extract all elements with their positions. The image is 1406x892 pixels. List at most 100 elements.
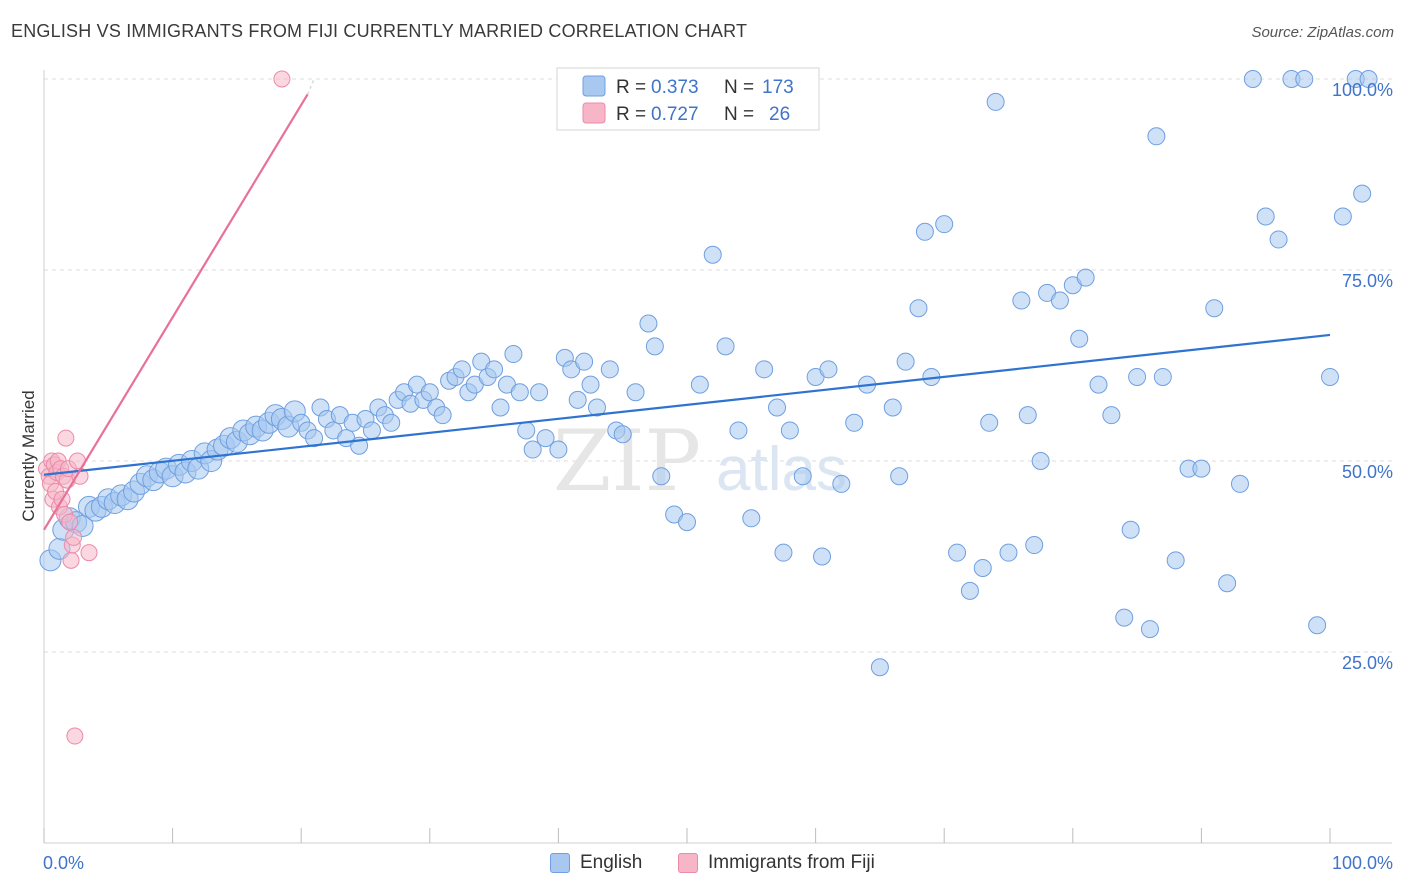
data-point-english — [960, 581, 979, 600]
data-point-fiji — [66, 727, 84, 745]
data-point-english — [1230, 474, 1249, 493]
data-point-english — [774, 543, 793, 562]
data-point-fiji — [61, 513, 79, 531]
legend-swatch-fiji — [582, 102, 606, 124]
data-point-english — [980, 413, 999, 432]
data-point-english — [1333, 207, 1352, 226]
data-point-english — [1031, 452, 1050, 470]
stat-r-value-fiji: 0.727 — [651, 104, 699, 125]
data-point-fiji — [57, 429, 75, 447]
data-point-english — [813, 547, 832, 566]
data-point-english — [896, 352, 915, 371]
data-point-english — [452, 360, 471, 379]
stat-n-value-english: 173 — [762, 77, 794, 98]
data-point-english — [530, 383, 549, 402]
data-point-english — [986, 92, 1005, 111]
data-point-english — [1243, 70, 1262, 88]
data-point-fiji — [62, 551, 80, 569]
data-point-english — [587, 398, 606, 417]
data-point-english — [1218, 574, 1237, 593]
data-point-english — [420, 383, 439, 402]
stats-legend: R = 0.373 N = 173 R = 0.727 N = 26 — [556, 67, 820, 131]
legend-swatch-fiji-bottom — [678, 853, 698, 873]
data-point-english — [1147, 127, 1166, 146]
data-point-english — [1128, 367, 1147, 386]
data-point-english — [1076, 268, 1095, 287]
data-point-english — [1140, 620, 1159, 639]
legend-label-fiji: Immigrants from Fiji — [708, 852, 875, 873]
data-point-english — [755, 360, 774, 379]
fiji-points — [38, 70, 291, 745]
data-point-english — [613, 425, 632, 444]
axes — [43, 70, 1392, 844]
data-point-english — [362, 421, 381, 440]
data-point-english — [729, 421, 748, 440]
chart-title: ENGLISH VS IMMIGRANTS FROM FIJI CURRENTL… — [11, 21, 748, 41]
data-point-english — [1295, 70, 1314, 88]
source-credit: Source: ZipAtlas.com — [1251, 24, 1394, 41]
data-point-english — [845, 413, 864, 432]
data-point-english — [793, 467, 812, 486]
data-point-english — [1025, 536, 1044, 555]
data-point-english — [305, 429, 324, 448]
data-point-english — [1321, 367, 1339, 386]
trend-line-fiji — [43, 93, 309, 531]
watermark-atlas: atlas — [716, 435, 847, 504]
data-point-english — [890, 467, 909, 486]
data-point-english — [999, 543, 1018, 562]
data-point-english — [1089, 375, 1108, 394]
data-point-fiji — [80, 544, 98, 562]
data-point-english — [1115, 608, 1134, 627]
data-point-english — [626, 383, 645, 402]
data-point-english — [600, 360, 619, 379]
data-point-english — [780, 421, 799, 440]
stat-r-value-english: 0.373 — [651, 77, 699, 98]
data-point-fiji — [273, 70, 291, 88]
data-point-english — [690, 375, 709, 394]
data-point-english — [568, 390, 587, 409]
data-point-english — [1192, 459, 1211, 478]
data-point-english — [1166, 551, 1185, 570]
y-tick-label-25: 25.0% — [1342, 653, 1393, 673]
data-point-english — [575, 352, 594, 371]
data-point-english — [832, 474, 851, 493]
trend-line-english — [43, 333, 1331, 476]
tick-labels: 25.0% 50.0% 75.0% 100.0% 0.0% 100.0% — [43, 80, 1393, 873]
legend-item-english[interactable]: English — [550, 852, 642, 874]
legend-swatch-english — [582, 75, 606, 97]
data-point-english — [491, 398, 510, 417]
data-point-english — [1353, 184, 1372, 203]
stat-n-label-english: N = — [724, 77, 754, 98]
series-legend: English Immigrants from Fiji — [0, 850, 1406, 880]
legend-item-fiji[interactable]: Immigrants from Fiji — [678, 852, 875, 874]
data-point-english — [703, 245, 722, 264]
data-point-english — [639, 314, 658, 333]
stat-r-label-english: R = — [616, 77, 646, 98]
data-point-english — [768, 398, 787, 417]
data-point-english — [1012, 291, 1031, 310]
data-point-english — [1359, 70, 1378, 88]
legend-label-english: English — [580, 852, 643, 873]
data-point-english — [883, 398, 902, 417]
data-point-english — [973, 558, 992, 577]
stat-n-label-fiji: N = — [724, 104, 754, 125]
data-point-english — [716, 337, 735, 356]
data-point-english — [549, 440, 568, 459]
data-point-english — [652, 467, 671, 486]
data-point-english — [742, 509, 761, 528]
y-tick-label-50: 50.0% — [1342, 462, 1393, 482]
data-point-english — [1153, 367, 1172, 386]
data-point-english — [1256, 207, 1275, 226]
trend-lines — [43, 78, 1331, 531]
data-point-english — [517, 421, 536, 440]
data-point-english — [536, 429, 555, 448]
data-point-english — [504, 345, 523, 364]
watermark: ZIP atlas — [553, 412, 847, 510]
data-point-english — [1308, 616, 1327, 635]
stat-r-label-fiji: R = — [616, 104, 646, 125]
data-point-english — [870, 658, 889, 677]
data-point-fiji — [65, 528, 83, 546]
data-point-english — [678, 513, 696, 532]
data-point-english — [1070, 329, 1089, 348]
